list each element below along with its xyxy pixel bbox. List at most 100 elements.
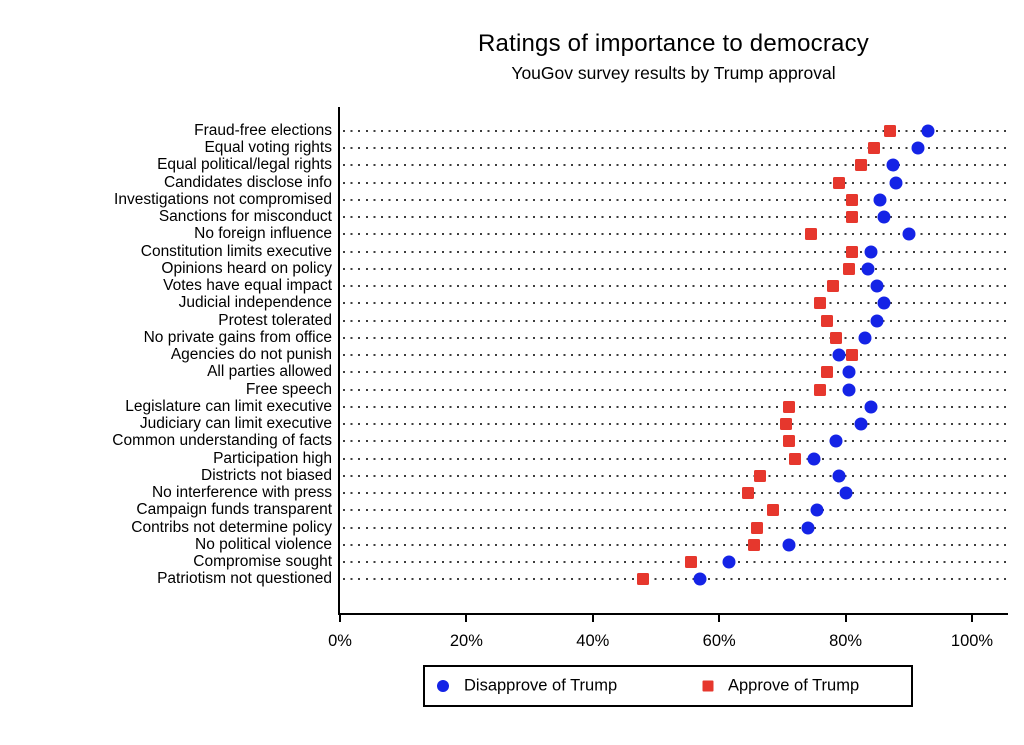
row-guide-dotted-line	[343, 216, 1007, 219]
approve-data-point	[684, 556, 697, 568]
legend-label-approve: Approve of Trump	[728, 676, 860, 695]
row-guide-dotted-line	[343, 578, 1007, 581]
x-axis-tick	[718, 615, 721, 622]
row-guide-dotted-line	[343, 302, 1007, 305]
x-axis-tick	[971, 615, 973, 622]
category-label: Compromise sought	[193, 553, 332, 570]
row-guide-dotted-line	[343, 371, 1007, 374]
row-guide-dotted-line	[343, 181, 1007, 184]
category-label: Constitution limits executive	[140, 242, 332, 260]
row-guide-dotted-line	[343, 198, 1007, 201]
row-guide-dotted-line	[343, 354, 1007, 357]
disapprove-data-point	[842, 365, 856, 379]
category-label: No political violence	[195, 535, 332, 553]
category-label: Districts not biased	[201, 466, 332, 484]
disapprove-data-point	[889, 176, 903, 190]
disapprove-data-point	[870, 279, 884, 293]
disapprove-data-point	[693, 572, 707, 586]
disapprove-data-point	[842, 383, 856, 397]
approve-data-point	[804, 228, 817, 241]
row-guide-dotted-line	[343, 164, 1007, 167]
approve-data-point	[820, 366, 833, 379]
category-label: Votes have equal impact	[163, 277, 332, 295]
category-label: Campaign funds transparent	[136, 501, 332, 519]
approve-data-point	[782, 435, 795, 448]
chart-subtitle: YouGov survey results by Trump approval	[511, 63, 836, 83]
approve-data-point	[637, 573, 650, 586]
category-label: Equal political/legal rights	[157, 156, 332, 174]
approve-data-point	[833, 176, 846, 189]
approve-data-point	[814, 297, 827, 310]
approve-data-point	[845, 245, 858, 258]
disapprove-data-point	[854, 417, 868, 431]
row-guide-dotted-line	[343, 147, 1007, 150]
disapprove-data-point	[807, 452, 821, 466]
approve-data-point	[820, 314, 833, 327]
category-label: Common understanding of facts	[112, 432, 332, 450]
category-label: Patriotism not questioned	[157, 570, 332, 588]
row-guide-dotted-line	[343, 388, 1007, 391]
approve-data-point	[826, 280, 839, 293]
approve-data-point	[845, 211, 858, 224]
category-label: Fraud-free elections	[194, 122, 332, 139]
disapprove-circle-icon	[437, 680, 449, 692]
category-label: Candidates disclose info	[163, 173, 332, 191]
x-axis-tick-label: 80%	[829, 632, 863, 650]
row-guide-dotted-line	[343, 336, 1007, 339]
category-label: Equal voting rights	[204, 139, 332, 157]
approve-data-point	[754, 469, 767, 482]
row-guide-dotted-line	[343, 423, 1007, 426]
x-axis-tick	[465, 615, 468, 622]
category-label: Investigations not compromised	[114, 190, 332, 208]
category-label: Contribs not determine policy	[131, 518, 332, 536]
category-label: No private gains from office	[143, 328, 332, 346]
approve-data-point	[789, 452, 802, 465]
x-axis-tick-label: 40%	[576, 632, 610, 650]
legend: Disapprove of Trump Approve of Trump	[423, 665, 913, 707]
row-guide-dotted-line	[343, 474, 1007, 477]
approve-data-point	[845, 193, 858, 206]
disapprove-data-point	[864, 245, 878, 259]
category-label: Judicial independence	[178, 294, 332, 312]
disapprove-data-point	[832, 348, 846, 362]
disapprove-data-point	[921, 124, 935, 138]
approve-square-icon	[702, 680, 714, 692]
disapprove-data-point	[839, 486, 853, 500]
row-guide-dotted-line	[343, 319, 1007, 322]
approve-data-point	[855, 159, 868, 172]
approve-data-point	[782, 400, 795, 413]
approve-data-point	[845, 349, 858, 362]
category-label: No foreign influence	[194, 225, 332, 243]
disapprove-data-point	[832, 469, 846, 483]
chart-title: Ratings of importance to democracy	[478, 30, 869, 57]
row-guide-dotted-line	[343, 492, 1007, 495]
x-axis-tick	[339, 615, 341, 622]
row-guide-dotted-line	[343, 250, 1007, 253]
x-axis-tick-label: 20%	[449, 632, 483, 650]
row-guide-dotted-line	[343, 267, 1007, 270]
x-axis-tick-label: 100%	[950, 632, 994, 650]
approve-data-point	[766, 504, 779, 517]
category-label: Sanctions for misconduct	[158, 208, 332, 226]
disapprove-data-point	[782, 538, 796, 552]
category-label: Opinions heard on policy	[161, 259, 332, 277]
approve-data-point	[830, 331, 843, 344]
category-label: Protest tolerated	[218, 311, 332, 329]
approve-data-point	[779, 418, 792, 431]
category-label: Free speech	[245, 380, 332, 398]
disapprove-data-point	[911, 141, 925, 155]
disapprove-data-point	[829, 434, 843, 448]
category-label: Judiciary can limit executive	[139, 415, 332, 433]
row-guide-dotted-line	[343, 509, 1007, 512]
x-axis-tick-label: 0%	[328, 632, 352, 650]
row-guide-dotted-line	[343, 543, 1007, 546]
row-guide-dotted-line	[343, 526, 1007, 529]
category-label: Agencies do not punish	[170, 346, 332, 364]
approve-data-point	[842, 262, 855, 275]
row-guide-dotted-line	[343, 405, 1007, 408]
disapprove-data-point	[870, 314, 884, 328]
approve-data-point	[883, 125, 896, 137]
category-label: All parties allowed	[207, 363, 332, 381]
disapprove-data-point	[873, 193, 887, 207]
